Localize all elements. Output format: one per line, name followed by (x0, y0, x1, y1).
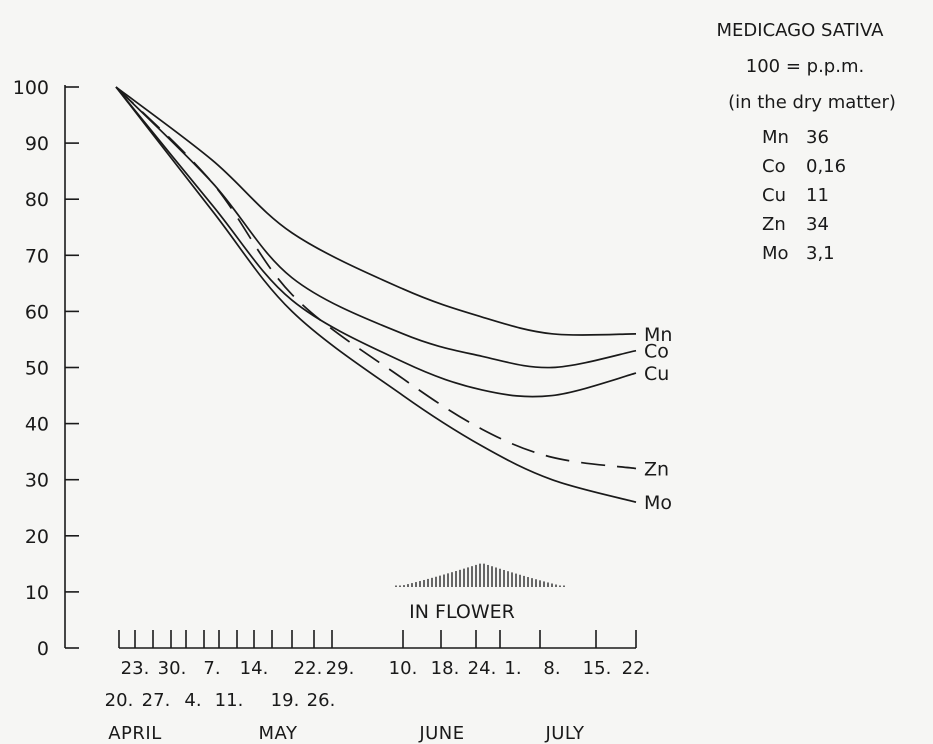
series-line-cu (115, 86, 637, 398)
reference-value: 0,16 (806, 156, 846, 177)
in-flower-label: IN FLOWER (409, 601, 515, 623)
x-date-label: 20. (105, 690, 134, 711)
y-tick-label: 100 (13, 77, 49, 99)
x-date-label: 23. (121, 658, 150, 679)
reference-value: 36 (806, 127, 829, 148)
x-date-label: 19. (271, 690, 300, 711)
y-tick-label: 90 (25, 133, 49, 155)
chart-subtitle: 100 = p.p.m. (746, 56, 864, 77)
series-line-zn (115, 86, 637, 470)
x-month-label: JUNE (418, 723, 464, 744)
x-month-label: APRIL (108, 723, 162, 744)
reference-value: 34 (806, 214, 829, 235)
series-label-zn: Zn (644, 458, 669, 480)
x-date-label: 27. (142, 690, 171, 711)
x-date-label: 8. (543, 658, 560, 679)
x-date-label: 22. (622, 658, 651, 679)
y-tick-label: 20 (25, 526, 49, 548)
series-line-co (115, 86, 637, 369)
x-axis: 23. 30. 7. 14. 22. 29. 10. 18. 24. 1. 8. 15. 22.20. 2… (105, 630, 651, 744)
x-date-label: 4. (184, 690, 201, 711)
x-date-label: 14. (240, 658, 269, 679)
y-tick-label: 50 (25, 358, 49, 380)
x-date-label: 7. (203, 658, 220, 679)
y-tick-label: 0 (37, 638, 49, 660)
flowering-indicator (395, 563, 565, 587)
series-label-mo: Mo (644, 492, 672, 514)
reference-value: 11 (806, 185, 829, 206)
y-tick-label: 80 (25, 189, 49, 211)
y-tick-label: 40 (25, 414, 49, 436)
x-month-label: MAY (259, 723, 298, 744)
x-date-label: 22. (294, 658, 323, 679)
reference-element: Mn (762, 127, 789, 148)
chart-title: MEDICAGO SATIVA (717, 20, 885, 41)
x-date-label: 1. (504, 658, 521, 679)
series-line-mo (115, 86, 637, 503)
y-tick-label: 10 (25, 582, 49, 604)
x-date-label: 10. (389, 658, 418, 679)
y-axis: 0 10 20 30 40 50 60 70 80 90 100 (13, 77, 79, 660)
y-tick-label: 70 (25, 245, 49, 267)
y-tick-label: 60 (25, 301, 49, 323)
reference-element: Zn (762, 214, 786, 235)
x-date-label: 24. (468, 658, 497, 679)
reference-element: Cu (762, 185, 786, 206)
series-label-cu: Cu (644, 363, 669, 385)
x-date-label: 30. (158, 658, 187, 679)
x-date-label: 15. (583, 658, 612, 679)
chart-subtitle-units: (in the dry matter) (728, 92, 896, 113)
reference-values: Mn 36 Co 0,16 Cu 11 Zn 34 Mo 3,1 (762, 127, 846, 264)
series-line-mn (115, 86, 637, 336)
reference-element: Co (762, 156, 786, 177)
y-tick-label: 30 (25, 470, 49, 492)
x-date-label: 26. (307, 690, 336, 711)
reference-value: 3,1 (806, 243, 835, 264)
x-month-label: JULY (544, 723, 585, 744)
x-date-label: 11. (215, 690, 244, 711)
reference-element: Mo (762, 243, 789, 264)
series-label-mn: Mn (644, 324, 672, 346)
x-date-label: 18. (431, 658, 460, 679)
x-date-label: 29. (326, 658, 355, 679)
series-label-co: Co (644, 341, 669, 363)
